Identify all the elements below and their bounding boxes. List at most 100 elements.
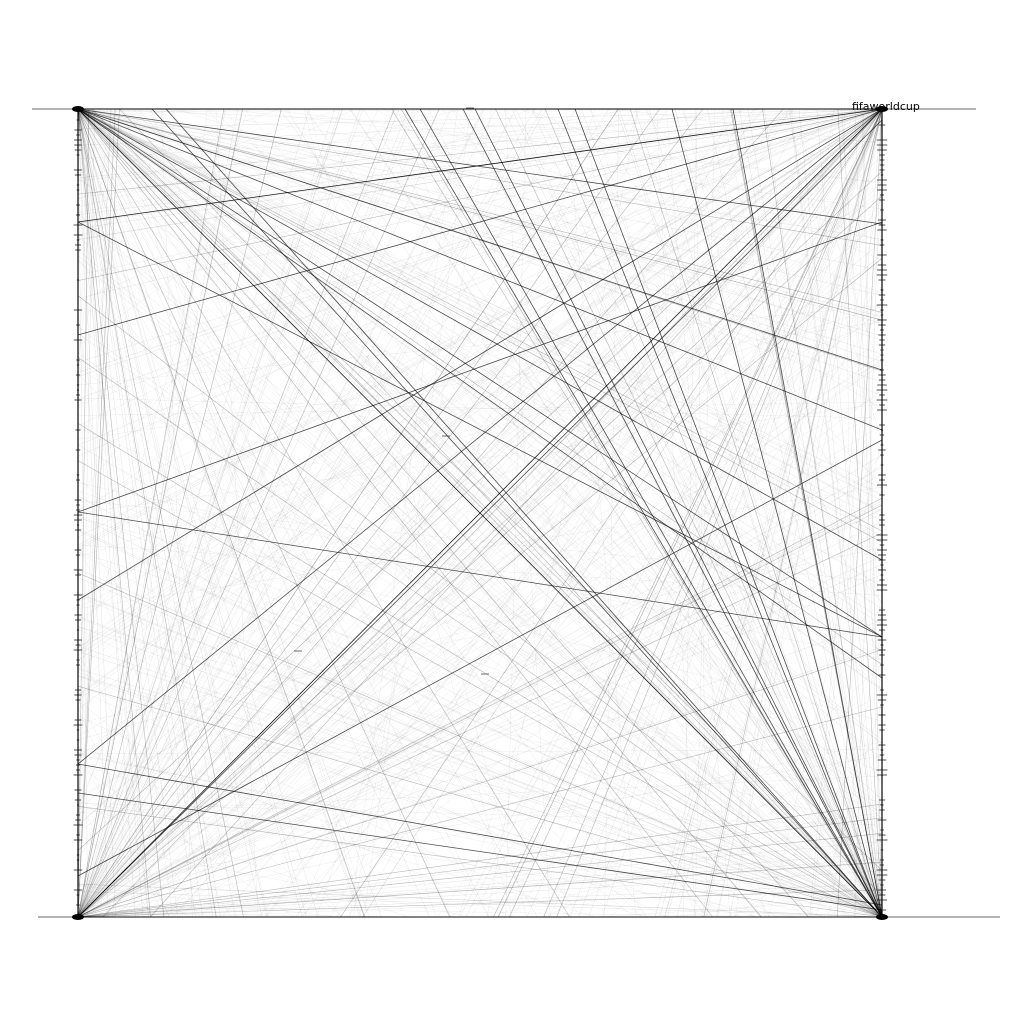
graph-edge [77,108,744,198]
graph-edge [77,108,883,373]
graph-edge [119,108,883,918]
graph-edge [77,249,883,918]
graph-edge [77,108,838,918]
graph-edge [588,108,883,918]
graph-edge [161,108,193,918]
graph-edge [459,108,883,918]
graph-edge [77,401,883,416]
graph-edge [77,905,770,918]
graph-edge [348,108,756,918]
graph-edge [77,333,883,918]
graph-edge [505,108,527,918]
graph-edge [451,108,883,785]
graph-edge [77,108,755,918]
graph-edge [747,108,883,918]
graph-edge [77,108,883,656]
graph-edge [644,108,883,417]
graph-edge [77,108,883,241]
graph-edge [729,108,883,918]
graph-edge [511,108,883,918]
graph-edge [137,108,883,918]
graph-edge [544,108,883,918]
graph-edge [199,302,883,918]
graph-edge [77,108,883,195]
graph-edge [77,108,883,800]
graph-edge [654,108,883,918]
graph-edge-strong [77,108,883,371]
graph-edge [77,425,883,905]
graph-edge [77,108,858,510]
graph-edge [148,108,883,396]
graph-edge [77,108,882,276]
graph-edge [77,108,415,918]
graph-edge [77,187,883,918]
graph-edge [77,108,883,512]
graph-edge [349,108,883,918]
graph-edge [77,403,883,514]
graph-edge [106,108,452,918]
graph-edge [77,113,883,918]
graph-edge [77,544,883,596]
graph-edge [77,108,883,521]
graph-edge [77,490,883,781]
graph-edge [77,108,883,649]
graph-edge-strong [77,108,883,638]
graph-edge [77,108,745,427]
graph-edge [244,108,883,869]
border-lines [32,108,1000,918]
graph-edge [77,528,883,918]
graph-edge [664,108,883,918]
graph-edge [77,108,883,489]
graph-edge-strong [77,792,883,911]
graph-edge [77,108,206,119]
graph-edge [77,482,883,660]
graph-edge [374,108,883,409]
graph-edge [363,108,883,918]
graph-edge [77,454,883,918]
graph-edge [77,108,883,744]
graph-edge [732,818,883,918]
graph-edge [207,108,861,918]
graph-edge [854,108,883,918]
graph-edge [77,367,883,880]
graph-edge [77,108,361,918]
graph-edge [77,503,883,918]
graph-edge [77,466,883,918]
graph-edge [449,694,883,918]
graph-edge [77,295,883,918]
graph-edge-strong [165,108,883,918]
graph-edge [77,108,619,918]
graph-edge [77,747,646,918]
graph-edge [77,108,268,918]
graph-edge [77,108,577,628]
graph-edge [77,108,883,840]
graph-edge [77,260,883,737]
graph-edge [768,438,883,918]
graph-edge [260,108,883,183]
graph-edge [843,108,856,918]
graph-edge [77,108,883,741]
graph-edge [77,213,883,918]
graph-edge [81,741,883,918]
graph-edge [569,108,883,918]
graph-edge [504,108,551,918]
graph-edge [150,108,883,918]
hub-node-top-right [876,106,888,112]
graph-edge [498,108,883,918]
graph-edge [77,841,473,918]
graph-edge [666,108,731,918]
graph-edge [77,108,214,918]
graph-edge [77,651,883,918]
graph-edge [138,812,883,918]
graph-edge-strong [732,108,883,918]
graph-edge [77,108,432,863]
graph-edge [77,108,116,918]
graph-edge [77,629,668,918]
graph-edge [77,108,870,160]
graph-edge [437,308,883,918]
graph-edge [77,108,883,299]
graph-edge [811,204,883,918]
graph-edge [352,108,492,918]
graph-edge [77,108,178,918]
